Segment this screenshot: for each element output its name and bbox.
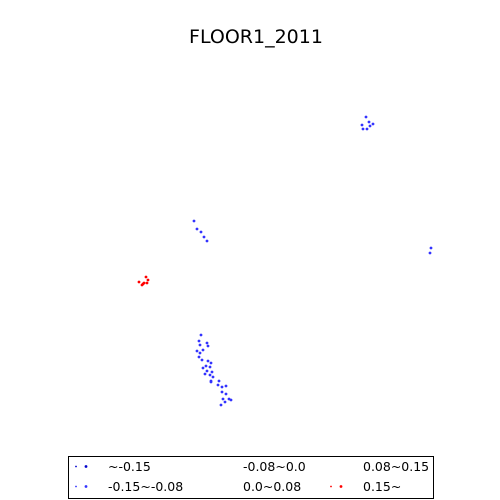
data-point xyxy=(361,127,365,131)
legend-marker xyxy=(75,465,77,468)
data-point xyxy=(429,246,433,250)
data-point xyxy=(224,392,228,396)
legend-marker xyxy=(84,465,88,468)
data-point xyxy=(199,230,203,234)
data-point xyxy=(200,358,204,362)
data-point xyxy=(224,384,228,388)
data-point xyxy=(365,127,369,131)
data-point xyxy=(198,343,202,347)
data-point xyxy=(371,122,375,126)
data-point xyxy=(201,366,205,370)
data-point xyxy=(368,124,372,128)
data-point xyxy=(204,364,208,368)
data-point xyxy=(364,115,368,119)
data-point xyxy=(216,383,220,387)
legend-label: 0.15~ xyxy=(363,479,401,494)
data-point xyxy=(428,251,432,255)
data-point xyxy=(199,333,203,337)
legend-marker xyxy=(84,485,88,488)
legend-label: -0.15~-0.08 xyxy=(108,479,183,494)
data-point xyxy=(209,361,213,365)
legend-frame xyxy=(68,456,434,499)
data-point xyxy=(205,341,209,345)
data-point xyxy=(219,403,223,407)
legend-marker xyxy=(75,485,77,488)
data-point xyxy=(192,219,196,223)
data-point xyxy=(201,348,205,352)
data-point xyxy=(137,280,141,284)
data-point xyxy=(211,375,215,379)
data-point xyxy=(209,380,213,384)
legend-label: 0.0~0.08 xyxy=(243,479,301,494)
data-point xyxy=(202,235,206,239)
data-point xyxy=(144,275,148,279)
legend-label: -0.08~0.0 xyxy=(243,459,306,474)
data-point xyxy=(208,373,212,377)
data-point xyxy=(195,227,199,231)
data-point xyxy=(205,239,209,243)
legend: ~-0.15 -0.15~-0.08 -0.08~0.0 0.0~0.08 0.08~0… xyxy=(68,456,434,499)
data-point xyxy=(203,372,207,376)
data-point xyxy=(221,397,225,401)
data-point xyxy=(223,400,227,404)
data-point xyxy=(367,120,371,124)
data-point xyxy=(220,385,224,389)
legend-marker xyxy=(339,485,343,488)
data-point xyxy=(198,351,202,355)
data-point xyxy=(208,365,212,369)
data-point xyxy=(360,123,364,127)
data-point xyxy=(146,278,150,282)
data-point xyxy=(197,339,201,343)
legend-label: ~-0.15 xyxy=(108,459,151,474)
data-points xyxy=(137,115,433,407)
data-point xyxy=(141,282,145,286)
data-point xyxy=(197,355,201,359)
data-point xyxy=(210,370,214,374)
data-point xyxy=(206,344,210,348)
data-point xyxy=(206,359,210,363)
legend-label: 0.08~0.15 xyxy=(363,459,429,474)
data-point xyxy=(145,281,149,285)
chart-title: FLOOR1_2011 xyxy=(189,26,323,48)
data-point xyxy=(205,369,209,373)
legend-marker xyxy=(330,485,332,488)
data-point xyxy=(229,398,233,402)
data-point xyxy=(220,390,224,394)
data-point xyxy=(195,349,199,353)
data-point xyxy=(217,379,221,383)
